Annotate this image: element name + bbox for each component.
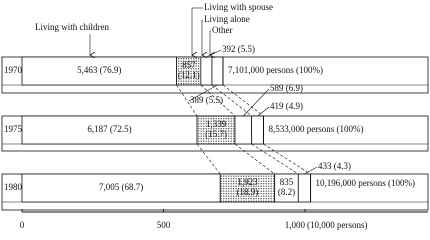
x-tick-label: 1,000 — [285, 220, 306, 230]
connector — [234, 143, 275, 175]
value-label: 1,923 (18.9) — [237, 177, 259, 197]
bar-segment — [21, 173, 221, 203]
bar-segment — [251, 115, 264, 145]
bar-segment — [21, 115, 198, 145]
value-label: 433 (4.3) — [318, 161, 351, 171]
value-label: 835 (8.2) — [278, 177, 295, 197]
value-label: 857 (12.1) — [178, 60, 200, 80]
total-label: 10,196,000 persons (100%) — [316, 178, 416, 188]
bar-segment — [196, 115, 236, 145]
value-label: 7,005 (68.7) — [99, 182, 143, 192]
bar-segment — [200, 56, 213, 86]
x-tick-label: 0 — [20, 220, 25, 230]
connector — [222, 84, 264, 117]
chart: 1970 1975 1980 5,463 (76.9) 857 (12.1) 6,187 (… — [1, 2, 429, 230]
value-label: 1,339 (15.7) — [205, 119, 227, 139]
year-label: 1980 — [4, 182, 23, 192]
value-label: 392 (5.5) — [222, 44, 255, 54]
legend-label: Other — [212, 25, 233, 35]
bar-segment — [176, 56, 202, 86]
legend-label: Living alone — [204, 14, 250, 24]
connector — [251, 143, 299, 175]
connector — [196, 143, 221, 175]
total-label: 7,101,000 persons (100%) — [228, 65, 323, 75]
bar-segment — [21, 56, 178, 86]
value-label: 6,187 (72.5) — [87, 124, 131, 134]
year-label: 1970 — [4, 65, 23, 75]
bar-segment — [219, 173, 276, 203]
connector — [263, 143, 311, 175]
connector — [211, 84, 252, 117]
legend-label: Living with spouse — [204, 2, 273, 12]
value-label: 589 (6.9) — [270, 83, 303, 93]
total-label: 8,533,000 persons (100%) — [268, 124, 363, 134]
year-label: 1975 — [4, 124, 23, 134]
leader — [304, 166, 318, 175]
bar-segment — [234, 115, 253, 145]
bar-segment — [297, 173, 311, 203]
value-label: 389 (5.5) — [190, 95, 223, 105]
connector — [200, 84, 236, 117]
leader — [257, 106, 270, 117]
value-label: 419 (4.9) — [270, 101, 303, 111]
x-axis-label: (10,000 persons) — [307, 220, 368, 230]
legend-label: Living with children — [35, 22, 109, 32]
value-label: 5,463 (76.9) — [77, 65, 121, 75]
bar-segment — [211, 56, 224, 86]
connector — [176, 84, 198, 117]
x-tick-label: 500 — [157, 220, 171, 230]
leader — [206, 49, 222, 58]
leader — [243, 88, 270, 117]
page: 1970 1975 1980 5,463 (76.9) 857 (12.1) 6,187 (… — [1, 2, 429, 231]
leader — [188, 84, 218, 102]
